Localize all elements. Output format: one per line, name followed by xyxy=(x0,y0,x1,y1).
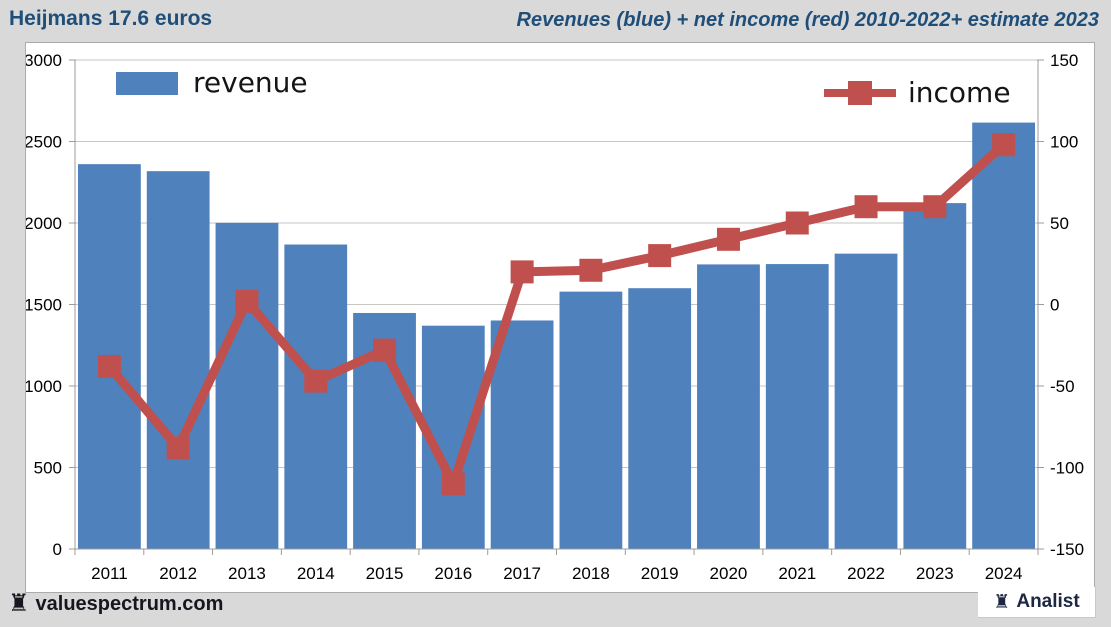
x-axis-label: 2019 xyxy=(641,564,679,583)
income-square-icon xyxy=(848,81,872,105)
income-marker-2022 xyxy=(854,195,878,219)
income-marker-icon xyxy=(824,80,896,106)
income-marker-2014 xyxy=(304,369,328,393)
rook-icon: ♜ xyxy=(993,591,1011,613)
revenue-bar-2020 xyxy=(697,264,760,549)
x-axis-label: 2012 xyxy=(159,564,197,583)
right-axis-label: 150 xyxy=(1050,51,1078,70)
right-axis-label: 50 xyxy=(1050,214,1069,233)
income-marker-2018 xyxy=(579,258,603,282)
chart-plot-area: 0 500 1000 1500 2000 2500 3000 -150 -100 -50 0 50 10… xyxy=(26,51,1084,583)
left-axis-label: 2000 xyxy=(26,214,62,233)
left-axis-label: 500 xyxy=(34,459,62,478)
x-axis-label: 2014 xyxy=(297,564,335,583)
income-marker-2019 xyxy=(648,244,672,268)
x-axis-label: 2017 xyxy=(503,564,541,583)
rook-icon: ♜ xyxy=(8,590,30,617)
income-marker-2015 xyxy=(373,338,397,362)
page-title: Heijmans 17.6 euros xyxy=(9,7,213,30)
revenue-swatch-icon xyxy=(116,71,178,95)
left-axis-label: 3000 xyxy=(26,51,62,70)
income-marker-2012 xyxy=(166,436,190,460)
chart-subtitle: Revenues (blue) + net income (red) 2010-… xyxy=(516,9,1100,31)
revenue-bar-2012 xyxy=(146,171,210,549)
x-axis-label: 2022 xyxy=(847,564,885,583)
legend-revenue: revenue xyxy=(116,69,308,97)
revenue-bar-2021 xyxy=(765,264,829,549)
income-marker-2013 xyxy=(235,289,259,313)
right-axis-label: 0 xyxy=(1050,296,1059,315)
right-axis-label: -100 xyxy=(1050,459,1084,478)
x-axis-label: 2016 xyxy=(434,564,472,583)
income-marker-2011 xyxy=(97,354,121,378)
legend-income: income xyxy=(824,79,1011,107)
income-marker-2016 xyxy=(441,472,465,496)
x-axis-label: 2023 xyxy=(916,564,954,583)
brand-text: valuespectrum.com xyxy=(35,592,224,615)
analist-badge: ♜ Analist xyxy=(978,587,1096,618)
valuespectrum-brand: ♜ valuespectrum.com xyxy=(8,592,223,616)
right-axis-label: -50 xyxy=(1050,377,1075,396)
revenue-bar-2017 xyxy=(490,320,554,549)
income-marker-2023 xyxy=(923,195,947,219)
revenue-bar-2022 xyxy=(834,253,898,550)
income-marker-2024 xyxy=(992,133,1016,157)
x-axis-label: 2015 xyxy=(366,564,404,583)
revenue-bar-2014 xyxy=(284,244,348,550)
x-axis-label: 2024 xyxy=(985,564,1023,583)
x-axis-label: 2018 xyxy=(572,564,610,583)
left-axis-label: 2500 xyxy=(26,133,62,152)
x-axis-label: 2011 xyxy=(91,564,128,583)
x-axis-label: 2021 xyxy=(778,564,816,583)
left-axis-label: 1000 xyxy=(26,377,62,396)
legend-revenue-label: revenue xyxy=(193,66,308,99)
revenue-bar-2019 xyxy=(628,288,692,549)
income-marker-2021 xyxy=(785,211,809,235)
left-axis-label: 0 xyxy=(53,540,62,559)
income-marker-2017 xyxy=(510,260,534,284)
income-marker-2020 xyxy=(716,227,740,251)
right-axis-label: -150 xyxy=(1050,540,1084,559)
combo-chart: 0 500 1000 1500 2000 2500 3000 -150 -100 -50 0 50 10… xyxy=(25,42,1095,593)
analist-badge-label: Analist xyxy=(1016,591,1080,612)
revenue-bar-2023 xyxy=(903,203,967,549)
revenue-bar-2018 xyxy=(559,291,623,549)
x-axis-label: 2020 xyxy=(710,564,748,583)
revenue-bar-2013 xyxy=(215,222,279,549)
revenue-bar-2024 xyxy=(972,122,1035,549)
right-axis-label: 100 xyxy=(1050,133,1078,152)
left-axis-label: 1500 xyxy=(26,296,62,315)
legend-income-label: income xyxy=(908,76,1011,109)
x-axis-label: 2013 xyxy=(228,564,266,583)
